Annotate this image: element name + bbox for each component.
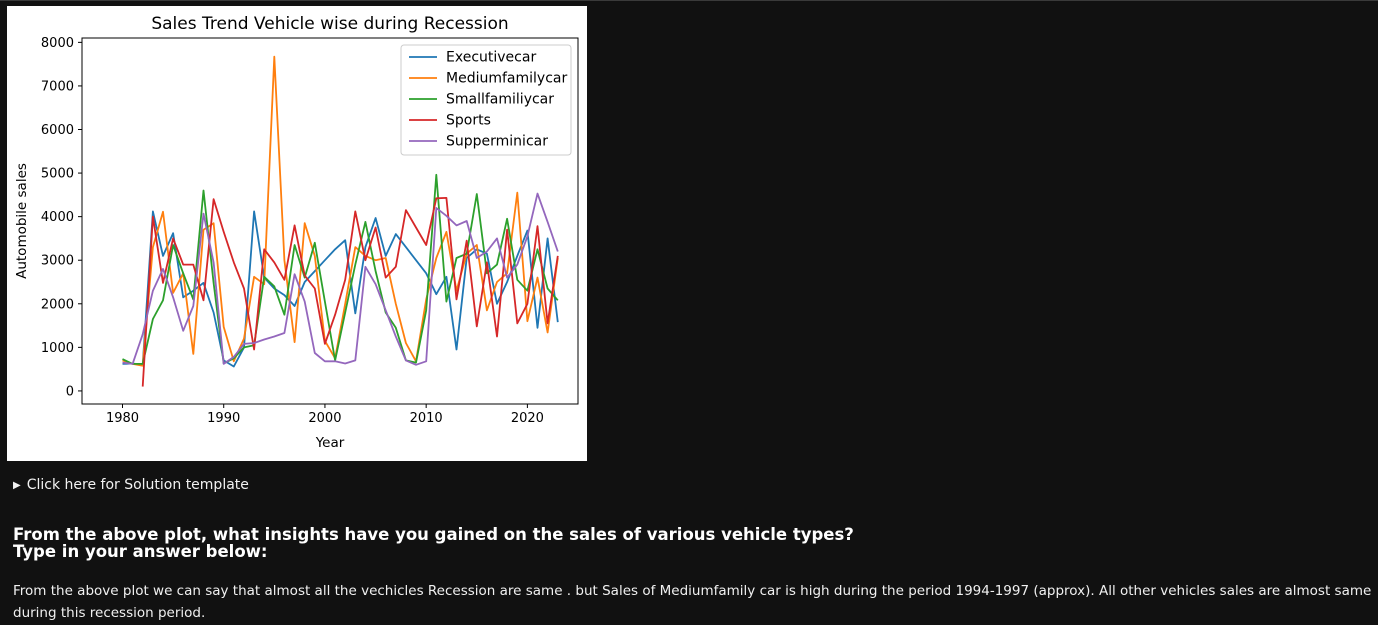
legend-label: Supperminicar [446,134,548,150]
x-tick-label: 2020 [511,411,544,426]
chart-title: Sales Trend Vehicle wise during Recessio… [151,14,508,34]
chart-output-image: Sales Trend Vehicle wise during Recessio… [7,6,587,461]
answer-text: From the above plot we can say that almo… [13,583,1372,621]
y-tick-label: 7000 [41,79,74,94]
series-line-smallfamiliycar [122,173,559,365]
x-tick-label: 2010 [410,411,443,426]
solution-template-label: Click here for Solution template [26,477,249,493]
series-line-supperminicar [122,192,559,366]
plot-frame [81,37,579,405]
question-line-1: From the above plot, what insights have … [13,525,854,544]
y-tick-label: 0 [66,384,74,399]
y-tick-label: 8000 [41,36,74,51]
legend-label: Mediumfamilycar [446,71,567,87]
legend-box [400,44,572,156]
x-tick-label: 2000 [308,411,341,426]
y-axis-label: Automobile sales [14,163,30,279]
solution-template-toggle[interactable]: ▶ Click here for Solution template [13,477,249,493]
x-axis-label: Year [315,435,345,451]
legend-label: Sports [446,113,491,129]
y-tick-label: 3000 [41,254,74,269]
line-chart: Sales Trend Vehicle wise during Recessio… [14,14,579,451]
legend-label: Executivecar [446,50,536,66]
y-tick-label: 6000 [41,123,74,138]
y-tick-label: 2000 [41,297,74,312]
y-tick-label: 4000 [41,210,74,225]
question-line-2: Type in your answer below: [13,542,268,561]
series-line-sports [141,196,559,387]
series-line-mediumfamilycar [122,55,559,367]
series-line-executivecar [122,210,559,368]
top-border-line [0,0,1378,1]
x-tick-label: 1980 [106,411,139,426]
y-tick-label: 5000 [41,167,74,182]
y-tick-label: 1000 [41,341,74,356]
x-tick-label: 1990 [207,411,240,426]
question-heading: From the above plot, what insights have … [13,526,854,560]
disclosure-triangle-icon: ▶ [13,479,21,491]
legend-label: Smallfamiliycar [446,92,554,108]
